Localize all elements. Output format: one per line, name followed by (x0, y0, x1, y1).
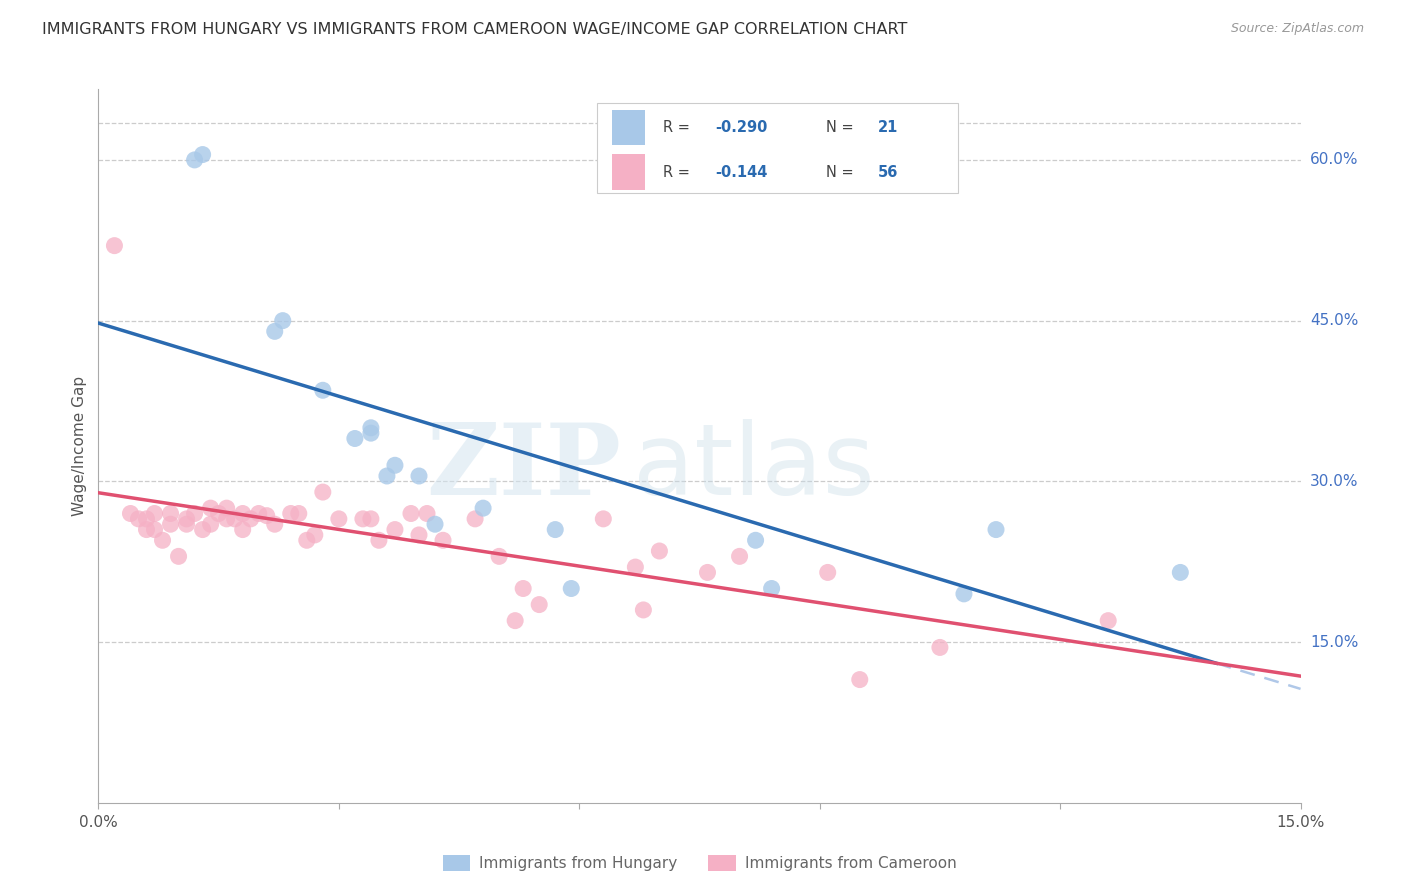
Point (312, 384, 335, 398)
Point (512, 582, 534, 596)
Point (247, 507, 270, 521)
Point (464, 512, 486, 526)
Point (143, 507, 166, 521)
Point (200, 517, 222, 532)
Point (191, 523, 214, 537)
Point (1097, 614, 1119, 628)
Point (416, 507, 439, 521)
Point (176, 517, 198, 532)
Point (384, 523, 406, 537)
Point (263, 517, 285, 532)
Point (152, 533, 174, 548)
Point (135, 512, 157, 526)
Point (360, 426, 382, 441)
Legend: Immigrants from Hungary, Immigrants from Cameroon: Immigrants from Hungary, Immigrants from… (436, 849, 963, 877)
Point (224, 512, 246, 526)
Point (849, 673, 872, 687)
Point (256, 508, 278, 523)
Point (120, 507, 142, 521)
Point (696, 566, 718, 580)
Point (215, 501, 238, 516)
Point (648, 544, 671, 558)
Text: 60.0%: 60.0% (1310, 153, 1358, 168)
Point (529, 598, 551, 612)
Point (183, 507, 205, 521)
Point (817, 566, 839, 580)
Point (263, 324, 285, 338)
Point (208, 507, 231, 521)
Point (128, 512, 150, 526)
Point (984, 523, 1007, 537)
Text: N =: N = (825, 165, 858, 179)
Point (929, 640, 952, 655)
Point (744, 533, 766, 548)
Text: IMMIGRANTS FROM HUNGARY VS IMMIGRANTS FROM CAMEROON WAGE/INCOME GAP CORRELATION : IMMIGRANTS FROM HUNGARY VS IMMIGRANTS FR… (42, 22, 907, 37)
Point (143, 523, 166, 537)
Point (488, 549, 510, 564)
Text: R =: R = (664, 165, 695, 179)
Text: 56: 56 (877, 165, 898, 179)
Point (232, 507, 254, 521)
Point (624, 560, 647, 574)
Point (295, 533, 318, 548)
Point (432, 533, 454, 548)
Point (408, 528, 430, 542)
Point (408, 469, 430, 483)
Point (183, 153, 205, 167)
FancyBboxPatch shape (598, 103, 957, 193)
Point (215, 512, 238, 526)
Point (191, 147, 214, 161)
Point (159, 507, 181, 521)
Point (384, 458, 406, 473)
Point (728, 549, 751, 564)
Point (544, 523, 567, 537)
Y-axis label: Wage/Income Gap: Wage/Income Gap (72, 376, 87, 516)
Text: 30.0%: 30.0% (1310, 474, 1358, 489)
Point (399, 507, 422, 521)
Point (328, 512, 350, 526)
Point (592, 512, 614, 526)
Point (159, 517, 181, 532)
Point (271, 313, 294, 327)
Text: 21: 21 (877, 120, 898, 135)
Point (176, 512, 198, 526)
Text: 15.0%: 15.0% (1310, 634, 1358, 649)
Point (953, 587, 976, 601)
Text: -0.144: -0.144 (716, 165, 768, 179)
Point (375, 469, 398, 483)
Point (503, 614, 526, 628)
Point (312, 485, 335, 500)
Point (1170, 566, 1192, 580)
Text: 45.0%: 45.0% (1310, 313, 1358, 328)
Point (280, 507, 302, 521)
Text: R =: R = (664, 120, 695, 135)
Point (167, 549, 190, 564)
Text: Source: ZipAtlas.com: Source: ZipAtlas.com (1230, 22, 1364, 36)
Point (560, 582, 582, 596)
Text: -0.290: -0.290 (716, 120, 768, 135)
Text: ZIP: ZIP (426, 419, 621, 516)
Point (360, 512, 382, 526)
Bar (612, 110, 645, 145)
Point (232, 523, 254, 537)
Point (288, 507, 311, 521)
Point (472, 501, 495, 516)
Point (360, 421, 382, 435)
Point (304, 528, 326, 542)
Point (239, 512, 262, 526)
Point (103, 238, 125, 252)
Point (352, 512, 374, 526)
Text: N =: N = (825, 120, 858, 135)
Point (761, 582, 783, 596)
Point (368, 533, 391, 548)
Point (343, 432, 366, 446)
Point (633, 603, 655, 617)
Point (200, 501, 222, 516)
Point (423, 517, 446, 532)
Point (135, 523, 157, 537)
Bar (612, 154, 645, 190)
Text: atlas: atlas (633, 419, 875, 516)
